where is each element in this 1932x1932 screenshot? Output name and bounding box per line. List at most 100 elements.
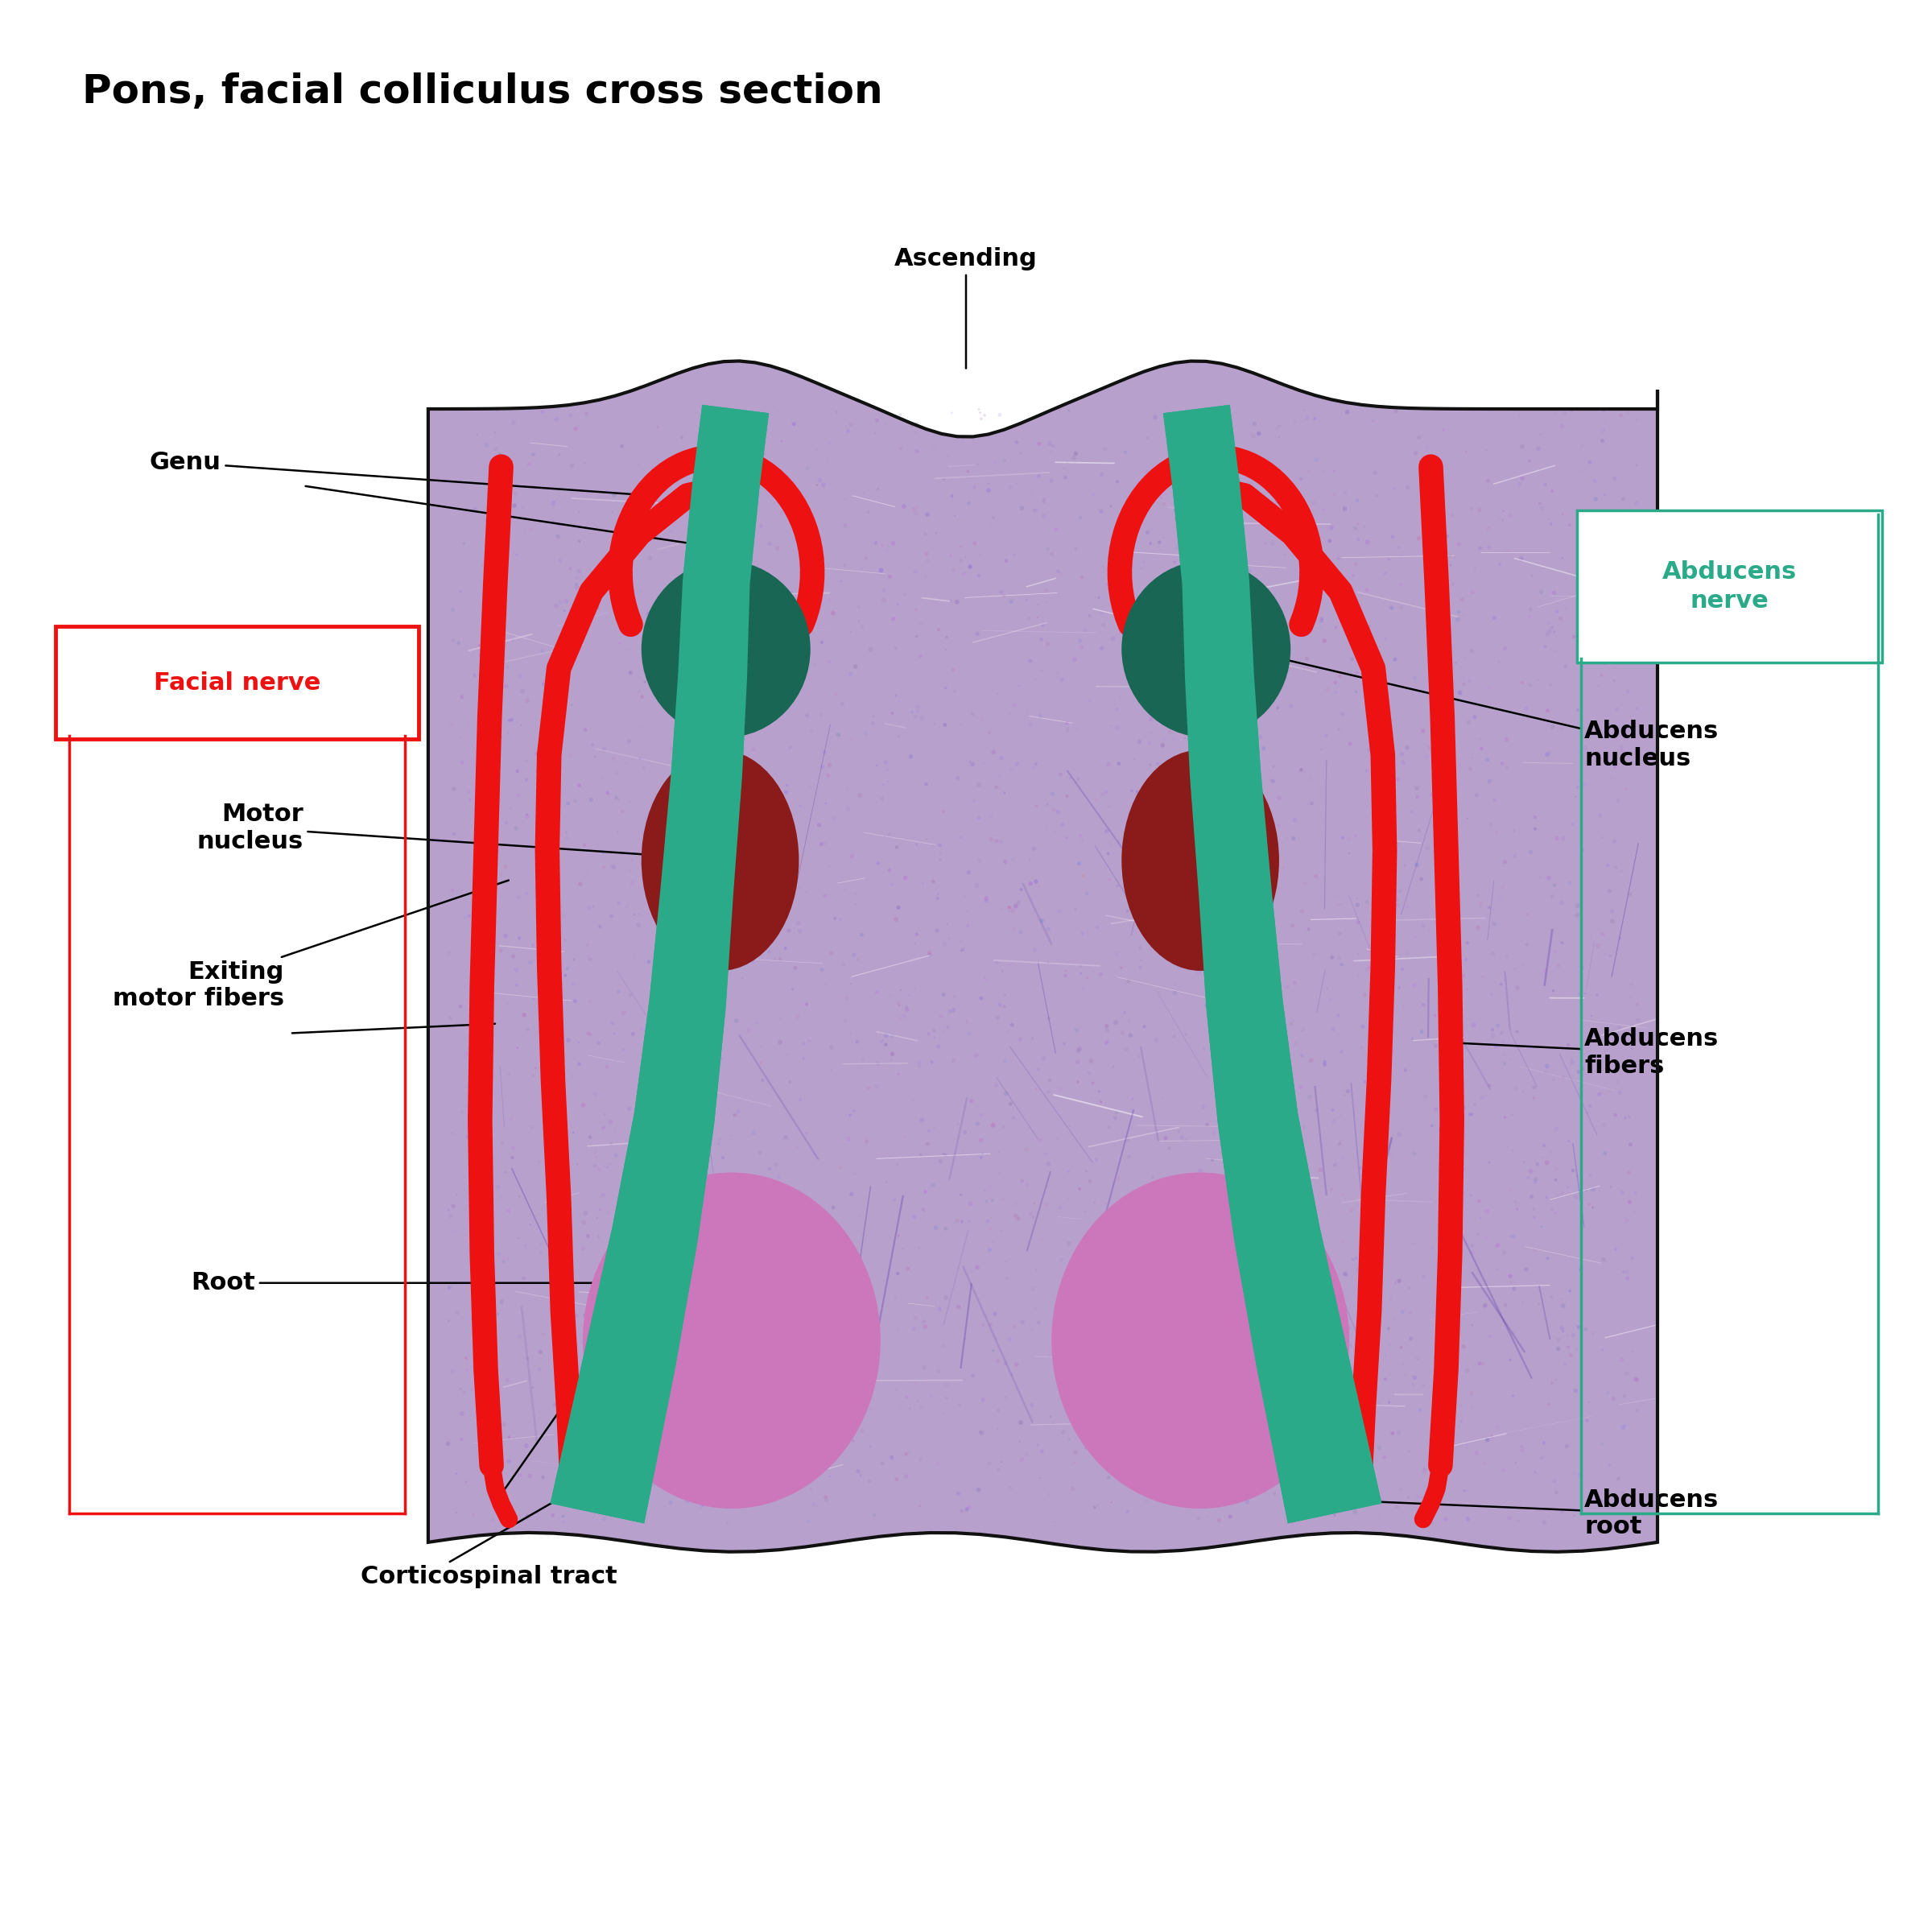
Point (1385, 1474, 1416, 1505)
Point (1014, 709, 1045, 740)
Point (779, 408, 810, 439)
Text: Facial nerve: Facial nerve (153, 670, 321, 694)
Point (1242, 1043, 1273, 1074)
Point (840, 651, 871, 682)
Point (933, 923, 964, 954)
Point (1499, 1273, 1530, 1304)
Point (1066, 825, 1097, 856)
Point (539, 1300, 570, 1331)
Point (835, 1099, 866, 1130)
Point (978, 819, 1009, 850)
Point (1294, 1175, 1325, 1206)
Point (833, 794, 864, 825)
Point (715, 1281, 746, 1312)
Point (452, 1354, 483, 1385)
Point (545, 923, 576, 954)
Point (1600, 752, 1631, 782)
Point (1619, 529, 1650, 560)
Point (580, 1078, 611, 1109)
Point (813, 850, 844, 881)
Point (535, 1068, 566, 1099)
Point (568, 1208, 599, 1238)
Point (1314, 526, 1345, 556)
Point (1495, 1175, 1526, 1206)
Point (462, 1171, 493, 1202)
Point (699, 1466, 730, 1497)
Point (491, 1157, 522, 1188)
Point (744, 1136, 775, 1167)
Point (981, 947, 1012, 978)
Point (1271, 823, 1302, 854)
Point (759, 943, 790, 974)
Point (875, 541, 906, 572)
Point (1194, 487, 1225, 518)
Point (437, 595, 468, 626)
Point (1617, 962, 1648, 993)
Point (614, 856, 645, 887)
Point (1180, 442, 1211, 473)
Point (895, 742, 925, 773)
Point (634, 947, 665, 978)
Point (1321, 1395, 1352, 1426)
Point (1302, 583, 1333, 614)
Point (912, 545, 943, 576)
Point (433, 1306, 464, 1337)
Point (823, 1370, 854, 1401)
Point (634, 599, 665, 630)
Point (1055, 1406, 1086, 1437)
Point (533, 759, 564, 790)
Point (1540, 1165, 1571, 1196)
Point (1163, 1443, 1194, 1474)
Point (1414, 916, 1445, 947)
Point (1362, 773, 1393, 804)
Point (900, 1302, 931, 1333)
Point (1577, 1001, 1607, 1032)
Point (1121, 900, 1151, 931)
Point (1378, 522, 1408, 553)
Point (1101, 713, 1132, 744)
Point (512, 1503, 543, 1534)
Point (553, 952, 583, 983)
Text: Abducens
nucleus: Abducens nucleus (1283, 659, 1719, 771)
Point (1354, 1401, 1385, 1432)
Point (1016, 475, 1047, 506)
Point (939, 655, 970, 686)
Point (815, 1055, 846, 1086)
Point (1364, 1503, 1395, 1534)
Point (1150, 1122, 1180, 1153)
Point (1208, 483, 1238, 514)
Point (1165, 1470, 1196, 1501)
Point (1430, 1432, 1461, 1463)
Point (1188, 1466, 1219, 1497)
Point (918, 1169, 949, 1200)
Point (1244, 723, 1275, 753)
Point (684, 1167, 715, 1198)
Point (1221, 902, 1252, 933)
Point (518, 1059, 549, 1090)
Point (1381, 396, 1412, 427)
Point (748, 462, 779, 493)
Point (1248, 446, 1279, 477)
Point (1265, 624, 1296, 655)
Point (1480, 1032, 1511, 1063)
Point (1204, 398, 1235, 429)
Point (1221, 661, 1252, 692)
Point (1124, 933, 1155, 964)
Point (1474, 1403, 1505, 1434)
Point (489, 1242, 520, 1273)
Point (1264, 810, 1294, 840)
Point (1513, 929, 1544, 960)
Point (1117, 827, 1148, 858)
Point (1034, 1065, 1065, 1095)
Point (1320, 479, 1350, 510)
Point (1602, 1066, 1633, 1097)
Point (1463, 1219, 1493, 1250)
Point (920, 1014, 951, 1045)
Point (1600, 1099, 1631, 1130)
Point (715, 1121, 746, 1151)
Point (1337, 560, 1368, 591)
Point (788, 1028, 819, 1059)
Point (1341, 676, 1372, 707)
Point (634, 524, 665, 554)
Point (784, 916, 815, 947)
